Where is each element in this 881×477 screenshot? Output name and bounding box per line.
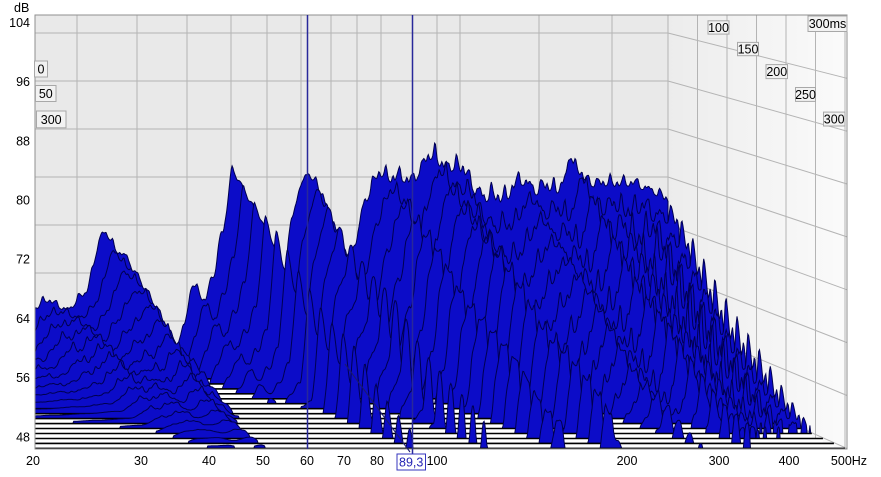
svg-text:40: 40: [202, 454, 216, 468]
svg-text:300ms: 300ms: [809, 17, 847, 31]
svg-text:64: 64: [16, 312, 30, 326]
svg-text:250: 250: [795, 88, 816, 102]
svg-text:104: 104: [9, 16, 30, 30]
svg-text:100: 100: [708, 21, 729, 35]
svg-text:80: 80: [16, 194, 30, 208]
svg-text:150: 150: [738, 43, 759, 57]
svg-text:200: 200: [617, 454, 638, 468]
svg-text:50: 50: [256, 454, 270, 468]
svg-text:200: 200: [766, 65, 787, 79]
svg-text:56: 56: [16, 371, 30, 385]
svg-text:20: 20: [26, 454, 40, 468]
svg-text:30: 30: [134, 454, 148, 468]
svg-text:300: 300: [709, 454, 730, 468]
svg-text:88: 88: [16, 134, 30, 148]
svg-text:89,3: 89,3: [399, 456, 423, 470]
svg-text:dB: dB: [14, 1, 29, 15]
svg-text:48: 48: [16, 430, 30, 444]
svg-text:72: 72: [16, 253, 30, 267]
svg-text:100: 100: [427, 454, 448, 468]
svg-text:300: 300: [41, 113, 62, 127]
svg-text:60: 60: [300, 454, 314, 468]
svg-text:400: 400: [779, 454, 800, 468]
svg-text:80: 80: [370, 454, 384, 468]
svg-text:0: 0: [38, 63, 45, 77]
svg-text:300: 300: [824, 113, 845, 127]
svg-text:50: 50: [39, 87, 53, 101]
svg-text:70: 70: [337, 454, 351, 468]
svg-text:500Hz: 500Hz: [831, 454, 867, 468]
svg-text:96: 96: [16, 75, 30, 89]
